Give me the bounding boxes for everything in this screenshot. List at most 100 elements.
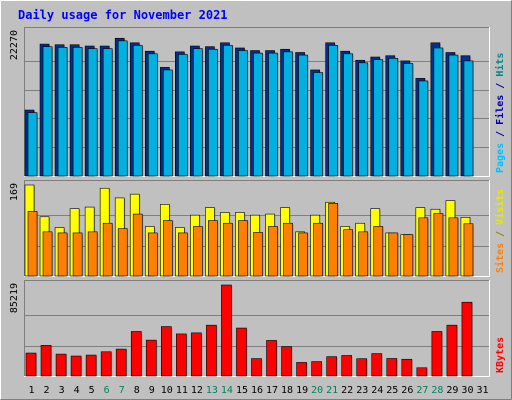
bar-files-day-16 bbox=[253, 52, 263, 177]
bar-files-day-24 bbox=[373, 59, 384, 177]
x-tick-label-day-26: 26 bbox=[401, 385, 413, 396]
bar-files-day-3 bbox=[57, 47, 68, 177]
x-tick-label-day-24: 24 bbox=[371, 385, 383, 396]
bar-sites-day-29 bbox=[448, 217, 459, 277]
bar-sites-day-25 bbox=[388, 232, 399, 277]
legend-segment: KBytes bbox=[495, 337, 506, 373]
x-tick-label-day-14: 14 bbox=[221, 385, 233, 396]
bar-files-day-4 bbox=[72, 47, 83, 177]
bar-files-day-11 bbox=[178, 54, 188, 177]
bar-kbytes-day-30 bbox=[461, 301, 473, 377]
bar-sites-day-22 bbox=[343, 229, 354, 277]
x-tick-label-day-17: 17 bbox=[266, 385, 278, 396]
panel-hits-files-pages: 22270 Pages / Files / Hits bbox=[9, 27, 506, 177]
x-tick-label-day-31: 31 bbox=[476, 385, 488, 396]
bar-kbytes-day-25 bbox=[386, 358, 398, 377]
bar-kbytes-day-8 bbox=[130, 331, 142, 377]
x-tick-label-day-18: 18 bbox=[281, 385, 293, 396]
panel-visits-sites: 169 Sites / Visits bbox=[9, 180, 506, 277]
series-legend: KBytes bbox=[495, 337, 506, 373]
bar-files-day-18 bbox=[283, 51, 293, 177]
x-tick-label-day-3: 3 bbox=[59, 385, 65, 396]
bar-files-day-10 bbox=[162, 69, 173, 177]
bar-sites-day-2 bbox=[42, 231, 53, 277]
bar-kbytes-day-3 bbox=[55, 353, 67, 377]
legend-segment: Visits bbox=[494, 189, 506, 225]
bar-kbytes-day-21 bbox=[326, 356, 337, 377]
bar-kbytes-day-14 bbox=[221, 284, 232, 377]
bar-kbytes-day-9 bbox=[145, 339, 157, 377]
bar-files-day-1 bbox=[27, 112, 38, 177]
bar-sites-day-4 bbox=[72, 232, 83, 277]
bar-sites-day-24 bbox=[373, 226, 384, 277]
bar-sites-day-7 bbox=[117, 228, 128, 277]
bar-sites-day-28 bbox=[433, 213, 444, 277]
x-tick-label-day-29: 29 bbox=[446, 385, 458, 396]
y-max-label: 169 bbox=[9, 183, 20, 201]
x-tick-label-day-5: 5 bbox=[89, 385, 95, 396]
bar-kbytes-day-28 bbox=[431, 331, 443, 377]
chart-panels: 22270 Pages / Files / Hits 169 Sites / Visi… bbox=[9, 27, 506, 377]
bar-sites-day-1 bbox=[27, 211, 38, 277]
bar-kbytes-day-29 bbox=[446, 324, 458, 377]
bar-kbytes-day-10 bbox=[160, 326, 172, 377]
bar-sites-day-15 bbox=[238, 220, 248, 277]
x-tick-label-day-27: 27 bbox=[416, 385, 428, 396]
x-tick-label-day-10: 10 bbox=[161, 385, 173, 396]
legend-segment: Sites bbox=[494, 243, 506, 273]
bar-sites-day-17 bbox=[268, 226, 278, 277]
bar-kbytes-day-7 bbox=[115, 348, 127, 377]
bar-files-day-20 bbox=[313, 72, 323, 177]
bar-kbytes-day-13 bbox=[206, 324, 217, 377]
bar-kbytes-day-11 bbox=[176, 333, 187, 377]
bar-sites-day-27 bbox=[418, 217, 429, 277]
bar-sites-day-14 bbox=[223, 222, 233, 277]
bar-files-day-9 bbox=[147, 53, 158, 177]
bar-sites-day-19 bbox=[298, 232, 308, 277]
bar-kbytes-day-22 bbox=[341, 355, 353, 377]
bar-sites-day-10 bbox=[162, 220, 173, 277]
legend-segment: Hits bbox=[494, 53, 506, 77]
x-tick-label-day-15: 15 bbox=[236, 385, 248, 396]
bar-files-day-26 bbox=[403, 63, 414, 177]
bar-kbytes-day-1 bbox=[25, 352, 37, 377]
legend-segment: Pages bbox=[495, 143, 506, 173]
x-tick-label-day-21: 21 bbox=[326, 385, 338, 396]
legend-segment: / bbox=[495, 225, 506, 243]
bar-kbytes-day-4 bbox=[70, 355, 82, 377]
y-max-label: 22270 bbox=[9, 30, 20, 60]
x-tick-label-day-25: 25 bbox=[386, 385, 398, 396]
series-legend: Sites / Visits bbox=[494, 189, 506, 273]
bar-files-day-2 bbox=[42, 46, 53, 177]
x-tick-label-day-13: 13 bbox=[206, 385, 218, 396]
bar-sites-day-8 bbox=[132, 213, 143, 277]
x-tick-label-day-7: 7 bbox=[119, 385, 125, 396]
bar-kbytes-day-2 bbox=[40, 345, 52, 377]
x-tick-label-day-2: 2 bbox=[44, 385, 50, 396]
bar-files-day-27 bbox=[418, 80, 429, 177]
bar-sites-day-6 bbox=[102, 222, 113, 277]
x-tick-label-day-19: 19 bbox=[296, 385, 308, 396]
bar-files-day-22 bbox=[343, 53, 354, 177]
bar-sites-day-21 bbox=[328, 203, 338, 277]
x-tick-label-day-4: 4 bbox=[74, 385, 80, 396]
bar-sites-day-11 bbox=[178, 232, 188, 277]
x-tick-label-day-30: 30 bbox=[461, 385, 473, 396]
bar-files-day-23 bbox=[358, 62, 369, 177]
bar-kbytes-day-18 bbox=[281, 346, 292, 377]
x-tick-label-day-11: 11 bbox=[176, 385, 188, 396]
x-axis-labels: 1 2 3 4 5 6 7 8 9 10 11 12 13 14 15 16 17 18 19 20 21 22 23 24 2… bbox=[29, 385, 489, 396]
legend-segment: / bbox=[495, 125, 506, 143]
x-tick-label-day-9: 9 bbox=[149, 385, 155, 396]
bar-files-day-19 bbox=[298, 54, 308, 177]
bar-sites-day-16 bbox=[253, 232, 263, 277]
x-tick-label-day-20: 20 bbox=[311, 385, 323, 396]
bar-sites-day-20 bbox=[313, 222, 323, 277]
bar-kbytes-day-12 bbox=[191, 332, 202, 377]
bar-files-day-30 bbox=[463, 60, 474, 177]
bar-sites-day-30 bbox=[463, 223, 474, 277]
bar-files-day-6 bbox=[102, 48, 113, 177]
bar-sites-day-3 bbox=[57, 232, 68, 277]
legend-segment: / bbox=[495, 77, 506, 95]
